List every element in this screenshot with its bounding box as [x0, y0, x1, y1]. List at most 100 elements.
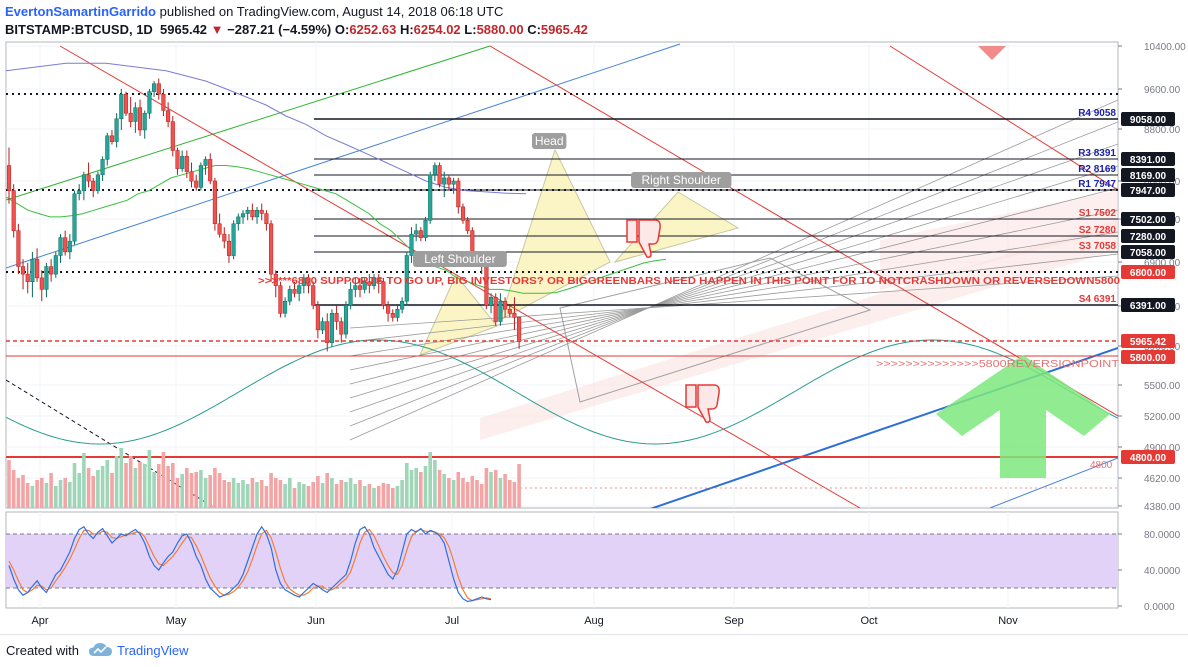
candle-body — [67, 240, 72, 253]
volume-bar — [91, 476, 95, 508]
candle-body — [325, 321, 330, 343]
candle-body — [297, 285, 302, 294]
volume-bar — [517, 464, 521, 508]
reversion-note: >>>>>>>>>>>>>>5800REVERSIONPOINT — [876, 359, 1119, 370]
volume-bar — [409, 470, 414, 508]
volume-bar — [100, 466, 105, 508]
candle-body — [119, 93, 124, 119]
candle-body — [81, 174, 86, 191]
open-label: O: — [334, 22, 350, 37]
author-link[interactable]: EvertonSamartinGarrido — [5, 4, 156, 19]
price-label: 6391.00 — [1130, 301, 1167, 312]
candle-body — [376, 277, 381, 282]
candle-body — [16, 230, 21, 267]
volume-bar — [110, 473, 114, 508]
volume-bar — [171, 463, 175, 508]
volume-bar — [138, 462, 142, 508]
volume-bar — [119, 448, 124, 508]
volume-bar — [442, 474, 446, 508]
candle-body — [11, 190, 16, 231]
volume-bar — [269, 473, 273, 508]
volume-bar — [386, 484, 390, 508]
tradingview-link[interactable]: TradingView — [117, 643, 189, 658]
volume-bar — [35, 480, 39, 508]
candle-body — [353, 285, 358, 290]
high-label: H: — [399, 22, 414, 37]
volume-bar — [161, 452, 166, 508]
volume-bar — [475, 480, 479, 508]
volume-bar — [456, 472, 461, 508]
price-tick-label: 8800.00 — [1144, 125, 1181, 136]
price-tick-label: 4900.00 — [1144, 443, 1181, 454]
volume-bar — [11, 470, 16, 508]
price-tick-label: 5200.00 — [1144, 412, 1181, 423]
price-label-box — [1121, 265, 1175, 279]
candle-body — [161, 93, 166, 111]
pivot-level-label: R3 8391 — [1078, 148, 1116, 159]
candle-body — [329, 313, 334, 343]
blue-trendline-2 — [989, 457, 1118, 508]
candle-body — [231, 223, 236, 256]
price-label-box — [1121, 245, 1175, 259]
volume-bar — [297, 482, 301, 508]
level-4800-label: 4800 — [1090, 460, 1113, 471]
candle-body — [488, 297, 494, 306]
price-axis[interactable]: 10400.009600.008800.008000.007400.006900… — [1118, 42, 1186, 613]
volume-bar — [334, 484, 339, 508]
price-label: 8169.00 — [1130, 171, 1167, 182]
volume-bar — [189, 473, 194, 508]
candle-body — [371, 277, 377, 286]
candle-body — [287, 289, 292, 302]
volume-bar — [278, 480, 283, 508]
price-chart[interactable]: R4 9058 R3 8391 R2 8169 R1 7947 S1 7502 S2 72… — [0, 0, 1188, 634]
close-value: 5965.42 — [540, 22, 588, 37]
candle-body — [283, 300, 288, 314]
candle-body — [95, 174, 100, 191]
price-tick-label: 6900.00 — [1144, 258, 1181, 269]
volume-bar — [241, 480, 245, 508]
volume-bar — [433, 460, 437, 508]
volume-bar — [451, 480, 456, 508]
volume-bar — [372, 488, 376, 508]
price-tick-label: 8000.00 — [1144, 177, 1181, 188]
channel-line — [349, 231, 1118, 357]
open-value: 6252.63 — [349, 22, 397, 37]
candle-body — [44, 266, 49, 290]
price-label: 4800.00 — [1130, 453, 1167, 464]
stoch-d-line — [8, 528, 492, 602]
volume-bars — [7, 448, 521, 508]
candle-body — [236, 216, 241, 224]
candle-body — [35, 258, 40, 279]
candle-body — [63, 237, 68, 253]
volume-bar — [405, 463, 409, 508]
drawings-front — [626, 46, 1110, 478]
candle-body — [189, 171, 194, 182]
candles — [6, 78, 522, 352]
volume-bar — [428, 452, 432, 508]
candle-body — [156, 83, 161, 95]
tradingview-cloud-icon[interactable] — [88, 641, 114, 659]
candle-body — [334, 313, 339, 322]
candle-body — [91, 180, 96, 191]
candle-body — [109, 135, 115, 142]
candle-body — [395, 309, 400, 318]
volume-bar — [250, 478, 255, 508]
price-tick-label: 4380.00 — [1144, 502, 1181, 513]
volume-bar — [175, 478, 180, 508]
volume-bar — [213, 468, 217, 508]
volume-bar — [447, 478, 451, 508]
price-label: 7280.00 — [1130, 232, 1167, 243]
channel-line — [349, 209, 1118, 371]
channel-line — [349, 143, 1118, 413]
time-tick-label: Apr — [31, 615, 48, 627]
candle-body — [86, 174, 91, 182]
candle-body — [414, 230, 419, 235]
candle-body — [49, 266, 54, 275]
candle-body — [432, 165, 437, 176]
candle-body — [301, 277, 306, 286]
candle-body — [451, 180, 456, 185]
candle-body — [409, 233, 414, 256]
volume-bar — [68, 482, 72, 508]
time-axis[interactable]: Apr May Jun Jul Aug Sep Oct Nov — [31, 615, 1018, 627]
volume-bar — [58, 480, 63, 508]
